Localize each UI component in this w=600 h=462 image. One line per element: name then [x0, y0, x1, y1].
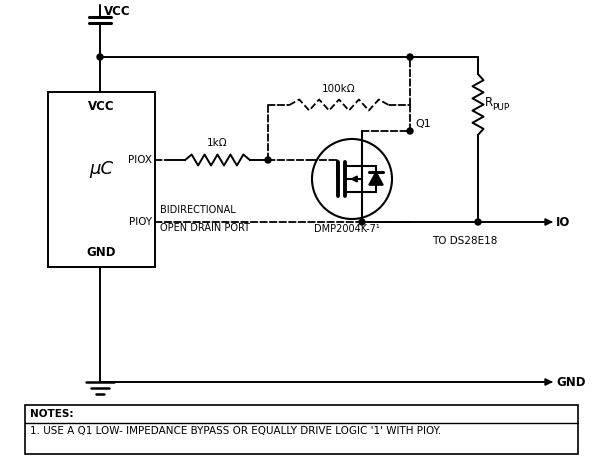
- Text: GND: GND: [87, 247, 116, 260]
- Text: OPEN DRAIN PORT: OPEN DRAIN PORT: [160, 223, 250, 233]
- Text: NOTES:: NOTES:: [30, 409, 74, 419]
- Text: GND: GND: [556, 376, 586, 389]
- Text: μC: μC: [89, 160, 113, 178]
- Text: Q1: Q1: [415, 119, 431, 129]
- Text: R: R: [485, 96, 493, 109]
- Text: DMP2004K-7¹: DMP2004K-7¹: [314, 224, 380, 234]
- Polygon shape: [369, 172, 383, 185]
- Text: PUP: PUP: [492, 103, 509, 112]
- Text: IO: IO: [556, 215, 571, 229]
- Text: BIDIRECTIONAL: BIDIRECTIONAL: [160, 205, 236, 215]
- Text: PIOX: PIOX: [128, 155, 152, 165]
- Text: TO DS28E18: TO DS28E18: [433, 236, 497, 246]
- Text: 1kΩ: 1kΩ: [207, 138, 228, 148]
- Circle shape: [407, 54, 413, 60]
- Text: 100kΩ: 100kΩ: [322, 84, 356, 94]
- Text: PIOY: PIOY: [129, 217, 152, 227]
- Bar: [25, 405, 578, 454]
- Circle shape: [265, 157, 271, 163]
- Text: VCC: VCC: [104, 5, 131, 18]
- Circle shape: [475, 219, 481, 225]
- Circle shape: [359, 219, 365, 225]
- Circle shape: [97, 54, 103, 60]
- Text: VCC: VCC: [88, 99, 115, 113]
- Bar: [48, 92, 155, 267]
- Text: 1. USE A Q1 LOW- IMPEDANCE BYPASS OR EQUALLY DRIVE LOGIC '1' WITH PIOY.: 1. USE A Q1 LOW- IMPEDANCE BYPASS OR EQU…: [30, 426, 441, 436]
- Circle shape: [407, 128, 413, 134]
